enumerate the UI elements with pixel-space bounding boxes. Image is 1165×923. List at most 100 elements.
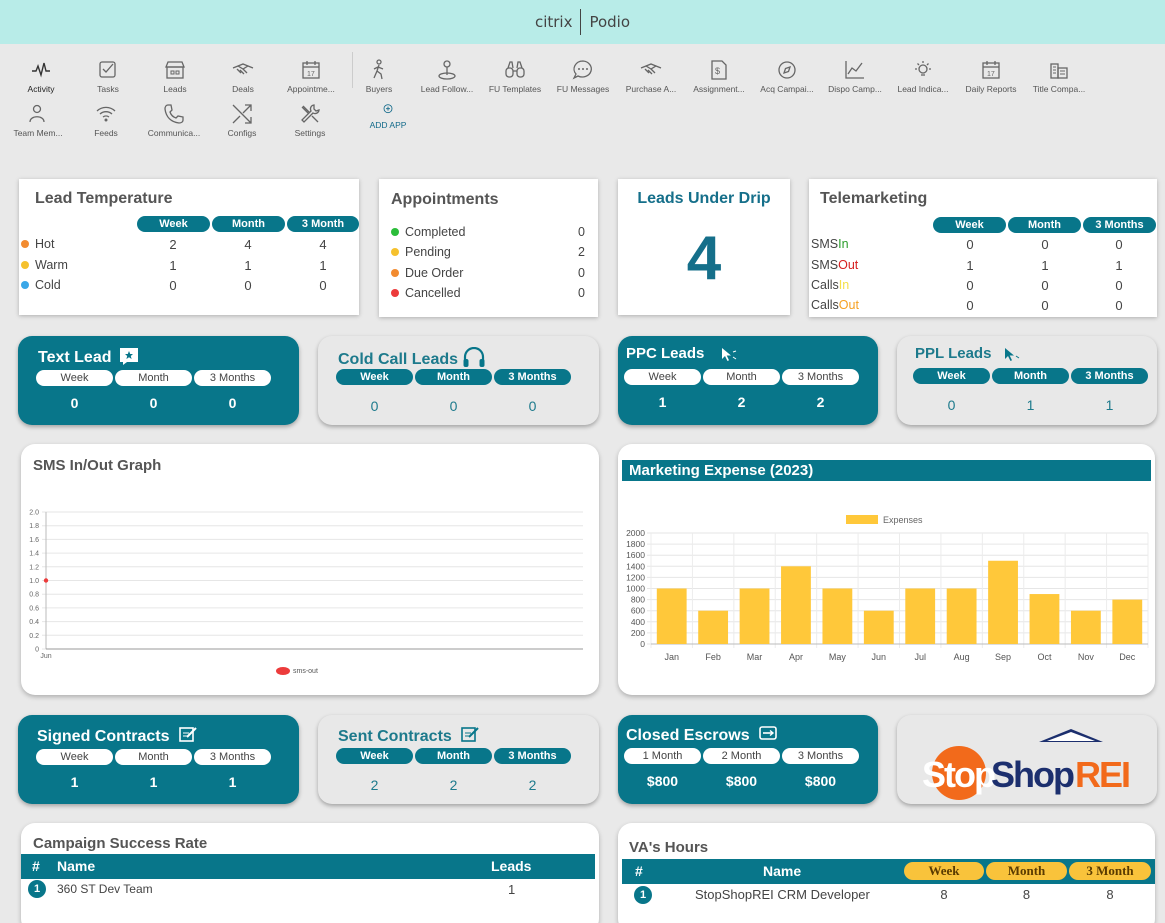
- edit-document-icon: [461, 727, 479, 742]
- cursor-click-icon: [722, 348, 737, 361]
- compass-icon: [778, 61, 796, 79]
- telemarketing-value: 0: [1115, 298, 1123, 313]
- legend-swatch: [846, 515, 878, 524]
- tools-icon: [301, 104, 320, 123]
- tasks-icon: [99, 61, 116, 78]
- ppc-leads-card[interactable]: PPC Leads Week 1 Month 2 3 Months 2: [618, 336, 878, 425]
- app-appointme[interactable]: 17 Appointme...: [276, 58, 346, 94]
- stopshoprei-logo-card[interactable]: Stop Shop REI: [897, 715, 1157, 804]
- handshake-icon: [640, 63, 662, 75]
- app-title-compa[interactable]: Title Compa...: [1024, 58, 1094, 94]
- cold-call-leads-card[interactable]: Cold Call Leads Week 0 Month 0 3 Months 0: [318, 336, 599, 425]
- x-tick-label: Apr: [789, 652, 803, 662]
- sms-chart: 0 0.2 0.4 0.6 0.8 1.0 1.2 1.4 1.6 1.8 2.0 Jun sms-ou…: [29, 510, 583, 675]
- status-dot-icon: [21, 281, 29, 289]
- kpi-value: 2: [370, 777, 379, 793]
- y-tick-label: 1000: [626, 584, 645, 594]
- app-fu-templates[interactable]: FU Templates: [480, 58, 550, 94]
- app-label: Settings: [294, 128, 326, 138]
- signed-contracts-card[interactable]: Signed Contracts Week 1 Month 1 3 Months 1: [18, 715, 299, 804]
- app-acq-campai[interactable]: Acq Campai...: [752, 58, 822, 94]
- appointment-count: 0: [578, 266, 585, 280]
- telemarketing-value: 1: [1041, 258, 1049, 273]
- y-tick-label: 0: [35, 647, 39, 654]
- app-leads[interactable]: Leads: [140, 58, 210, 94]
- app-tasks[interactable]: Tasks: [73, 58, 143, 94]
- telemarketing-value: 0: [1041, 298, 1049, 313]
- y-tick-label: 0.6: [29, 605, 39, 612]
- kpi-value: 0: [70, 395, 79, 411]
- y-tick-label: 0.8: [29, 592, 39, 599]
- app-lead-follow[interactable]: Lead Follow...: [412, 58, 482, 94]
- kpi-value: 1: [1026, 397, 1035, 413]
- app-assignment[interactable]: $ Assignment...: [684, 58, 754, 94]
- kpi-period-label: Month: [415, 748, 492, 764]
- app-purchase-a[interactable]: Purchase A...: [616, 58, 686, 94]
- money-card-icon: [759, 726, 777, 740]
- lead-temp-row-cold: Cold: [21, 278, 61, 292]
- row-label: Hot: [35, 237, 55, 251]
- lead-temp-value: 1: [169, 258, 177, 273]
- bar: [946, 588, 977, 644]
- y-tick-label: 1.8: [29, 523, 39, 530]
- app-add-app[interactable]: ADD APP: [353, 102, 423, 130]
- binoculars-icon: [505, 61, 525, 78]
- x-tick-label: Oct: [1037, 652, 1052, 662]
- campaign-name: 360 ST Dev Team: [57, 882, 153, 896]
- text-lead-card[interactable]: Text Lead Week 0 Month 0 3 Months 0: [18, 336, 299, 425]
- table-row[interactable]: 1 360 ST Dev Team 1: [21, 879, 595, 899]
- kpi-value: 0: [228, 395, 237, 411]
- wifi-icon: [96, 106, 116, 122]
- svg-text:17: 17: [307, 71, 315, 78]
- app-buyers[interactable]: Buyers: [344, 58, 414, 94]
- lead-temp-value: 0: [319, 278, 327, 293]
- kpi-value: 1: [70, 774, 79, 790]
- app-activity[interactable]: Activity: [6, 58, 76, 94]
- kpi-period-label: 2 Month: [703, 748, 780, 764]
- appointment-count: 2: [578, 245, 585, 259]
- kpi-period-label: 1 Month: [624, 748, 701, 764]
- appointment-count: 0: [578, 286, 585, 300]
- app-team-mem[interactable]: Team Mem...: [3, 102, 73, 138]
- kpi-period-label: Month: [115, 370, 192, 386]
- bar: [863, 610, 894, 644]
- product-name[interactable]: Podio: [589, 13, 631, 31]
- app-dispo-camp[interactable]: Dispo Camp...: [820, 58, 890, 94]
- kpi-value: 1: [658, 394, 667, 410]
- app-deals[interactable]: Deals: [208, 58, 278, 94]
- closed-escrows-title: Closed Escrows: [626, 727, 750, 744]
- brand-logo[interactable]: citrix: [534, 13, 573, 31]
- table-row[interactable]: 1 StopShopREI CRM Developer 8 8 8: [618, 884, 1155, 906]
- sent-contracts-card[interactable]: Sent Contracts Week 2 Month 2 3 Months 2: [318, 715, 599, 804]
- telemarketing-card: Telemarketing Week Month 3 Months SMSIn 0…: [809, 179, 1157, 317]
- leads-under-drip-title: Leads Under Drip: [637, 190, 771, 207]
- kpi-period-label: Month: [115, 749, 192, 765]
- app-settings[interactable]: Settings: [275, 102, 345, 138]
- ppl-leads-card[interactable]: PPL Leads Week 0 Month 1 3 Months 1: [897, 336, 1157, 425]
- x-tick-label: Jun: [872, 652, 887, 662]
- app-communica[interactable]: Communica...: [139, 102, 209, 138]
- telemarketing-value: 0: [966, 278, 974, 293]
- app-fu-messages[interactable]: FU Messages: [548, 58, 618, 94]
- app-lead-indica[interactable]: Lead Indica...: [888, 58, 958, 94]
- va-col-week: Week: [904, 862, 984, 880]
- ppl-leads-title: PPL Leads: [915, 345, 992, 362]
- closed-escrows-card[interactable]: Closed Escrows 1 Month $800 2 Month $800 3 M…: [618, 715, 878, 804]
- app-feeds[interactable]: Feeds: [71, 102, 141, 138]
- kpi-period-label: Week: [36, 370, 113, 386]
- y-tick-label: 1800: [626, 539, 645, 549]
- app-label: ADD APP: [369, 120, 407, 130]
- data-point: [43, 578, 49, 583]
- campaign-col-leads: Leads: [491, 858, 532, 874]
- app-label: FU Templates: [488, 84, 542, 94]
- leads-under-drip-card[interactable]: Leads Under Drip 4: [618, 179, 790, 315]
- y-tick-label: 800: [631, 595, 645, 605]
- campaign-leads: 1: [508, 882, 516, 897]
- app-label: Purchase A...: [625, 84, 677, 94]
- legend-label: Expenses: [883, 515, 923, 525]
- kpi-value: 2: [816, 394, 825, 410]
- app-configs[interactable]: Configs: [207, 102, 277, 138]
- telemarketing-row-callsout: CallsOut: [811, 298, 859, 312]
- app-daily-reports[interactable]: 17 Daily Reports: [956, 58, 1026, 94]
